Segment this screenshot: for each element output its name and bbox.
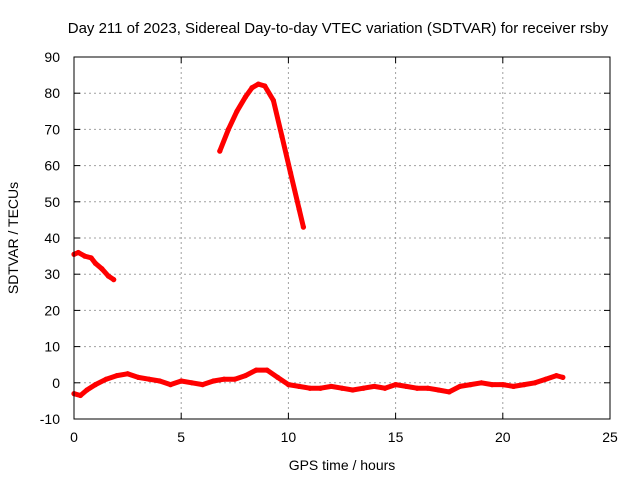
data-point <box>146 376 152 382</box>
data-point <box>287 170 294 176</box>
y-tick-label: 30 <box>44 266 60 282</box>
data-point <box>446 389 452 395</box>
x-axis-label: GPS time / hours <box>289 457 396 473</box>
data-point <box>285 382 291 388</box>
data-point <box>242 94 249 100</box>
data-point <box>270 97 276 104</box>
data-point <box>371 383 377 390</box>
data-point <box>393 382 399 388</box>
data-point <box>425 385 431 391</box>
series-line-segment-b <box>217 81 306 230</box>
data-point <box>210 378 216 384</box>
data-point <box>300 224 307 230</box>
data-point <box>414 385 420 391</box>
x-tick-label: 25 <box>602 429 618 445</box>
y-tick-label: 50 <box>44 194 60 210</box>
data-point <box>253 367 259 373</box>
series-line-segment-c <box>71 367 566 398</box>
y-tick-label: 0 <box>52 375 60 391</box>
data-series <box>71 81 566 399</box>
data-point <box>84 387 90 393</box>
data-point <box>88 255 94 261</box>
data-point <box>242 372 249 379</box>
y-tick-label: -10 <box>40 411 60 427</box>
data-point <box>296 383 302 390</box>
data-point <box>167 382 174 388</box>
data-point <box>157 378 163 384</box>
y-tick-label: 80 <box>44 85 60 101</box>
x-tick-label: 20 <box>495 429 511 445</box>
data-point <box>489 382 495 388</box>
data-point <box>217 148 223 154</box>
y-tick-label: 90 <box>44 49 60 65</box>
data-point <box>99 266 105 272</box>
data-point <box>307 385 313 391</box>
data-point <box>232 376 238 382</box>
data-point <box>249 85 255 91</box>
x-tick-label: 5 <box>177 429 185 445</box>
data-point <box>279 134 285 140</box>
y-tick-label: 10 <box>44 339 60 355</box>
data-point <box>500 382 506 388</box>
data-point <box>478 380 484 386</box>
x-tick-label: 0 <box>70 429 78 445</box>
data-point <box>111 277 117 283</box>
data-point <box>360 385 367 391</box>
data-point <box>275 374 281 380</box>
chart-title: Day 211 of 2023, Sidereal Day-to-day VTE… <box>68 20 609 37</box>
data-point <box>553 372 560 379</box>
data-point <box>189 380 195 386</box>
y-axis-label: SDTVAR / TECUs <box>5 182 21 294</box>
y-tick-label: 20 <box>44 302 60 318</box>
data-point <box>510 383 517 390</box>
data-point <box>255 81 261 87</box>
data-point <box>221 376 227 382</box>
data-point <box>92 260 99 266</box>
data-point <box>350 387 356 393</box>
data-point <box>543 376 549 382</box>
data-point <box>339 385 345 391</box>
data-point <box>521 382 527 388</box>
y-tick-label: 40 <box>44 230 60 246</box>
data-point <box>560 374 566 380</box>
plot-frame <box>73 56 611 420</box>
data-point <box>105 273 111 279</box>
x-tick-label: 15 <box>388 429 404 445</box>
data-point <box>296 206 302 212</box>
data-point <box>125 371 131 377</box>
data-point <box>135 374 141 380</box>
data-point <box>317 385 324 391</box>
grid-lines <box>74 57 610 419</box>
data-point <box>75 249 81 256</box>
data-point <box>178 378 184 384</box>
data-point <box>468 382 474 388</box>
data-point <box>382 385 388 391</box>
data-point <box>114 372 120 379</box>
data-point <box>103 376 109 382</box>
data-point <box>403 383 409 390</box>
data-point <box>225 126 231 132</box>
data-point <box>532 380 538 386</box>
data-point <box>234 108 240 114</box>
x-tick-label: 10 <box>281 429 297 445</box>
data-point <box>262 83 268 89</box>
data-point <box>200 382 206 388</box>
data-point <box>264 367 270 373</box>
data-point <box>82 253 88 259</box>
data-point <box>328 383 334 390</box>
data-point <box>77 392 84 399</box>
y-tick-label: 70 <box>44 121 60 137</box>
data-point <box>435 387 442 393</box>
data-point <box>92 382 99 388</box>
data-point <box>457 383 463 390</box>
y-tick-label: 60 <box>44 158 60 174</box>
